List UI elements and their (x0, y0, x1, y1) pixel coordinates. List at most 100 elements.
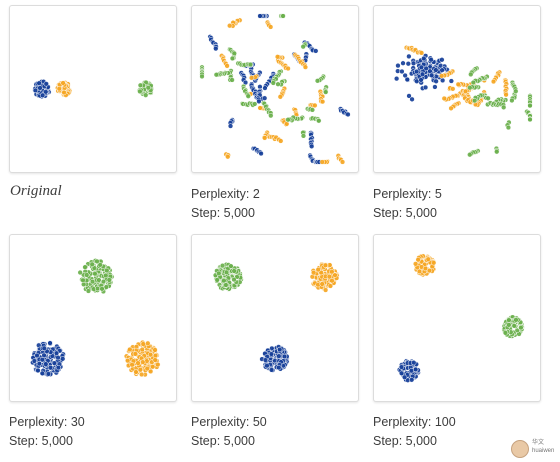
scatter-point-orange (140, 341, 146, 347)
scatter-point-orange (145, 340, 151, 346)
caption-perplexity-100-step: Step: 5,000 (373, 434, 437, 448)
scatter-point-orange (431, 260, 437, 266)
scatter-point-orange (412, 261, 419, 267)
caption-perplexity-30-title: Perplexity: 30 (9, 415, 85, 429)
scatter-point-green (231, 50, 237, 57)
scatter-point-blue (439, 67, 445, 73)
scatter-point-orange (425, 256, 431, 262)
scatter-point-green (137, 88, 143, 95)
panel-perplexity-5 (373, 5, 541, 173)
scatter-point-green (472, 97, 478, 104)
scatter-point-blue (55, 364, 62, 371)
scatter-point-blue (432, 84, 438, 90)
scatter-point-blue (213, 45, 219, 52)
scatter-point-green (509, 97, 515, 104)
scatter-point-blue (410, 60, 417, 66)
scatter-point-orange (137, 367, 144, 373)
scatter-point-orange (332, 272, 338, 278)
scatter-point-orange (155, 361, 161, 368)
scatter-point-green (323, 89, 329, 95)
scatter-point-blue (313, 48, 319, 54)
scatter-point-green (84, 272, 90, 278)
scatter-point-blue (404, 76, 410, 83)
scatter-point-orange (135, 360, 141, 366)
scatter-point-blue (39, 92, 46, 98)
watermark-line-2: huaiwen (532, 448, 555, 454)
scatter-point-orange (319, 159, 325, 165)
scatter-point-orange (61, 89, 67, 96)
scatter-point-orange (133, 369, 139, 375)
scatter-point-green (96, 277, 102, 283)
scatter-point-blue (277, 346, 283, 353)
caption-original: Original (10, 183, 62, 199)
scatter-plot-perplexity-5 (393, 44, 533, 158)
scatter-point-orange (322, 262, 329, 268)
scatter-point-green (501, 104, 507, 111)
scatter-point-green (300, 44, 306, 50)
scatter-point-green (511, 323, 517, 329)
scatter-point-green (513, 88, 519, 94)
scatter-point-green (494, 149, 500, 155)
watermark: 华文 huaiwen (511, 438, 559, 460)
panel-perplexity-50 (191, 234, 359, 402)
scatter-point-blue (419, 71, 426, 77)
scatter-point-green (143, 92, 149, 98)
scatter-point-green (103, 272, 109, 279)
caption-perplexity-30-step: Step: 5,000 (9, 434, 73, 448)
scatter-point-green (145, 85, 151, 91)
scatter-point-green (104, 267, 110, 274)
scatter-point-green (89, 261, 95, 268)
scatter-point-blue (262, 85, 268, 91)
scatter-point-blue (257, 13, 263, 19)
scatter-point-blue (268, 351, 275, 357)
scatter-point-orange (140, 359, 146, 365)
scatter-point-blue (413, 68, 420, 75)
scatter-point-orange (455, 81, 461, 87)
scatter-point-green (89, 278, 96, 285)
scatter-point-orange (285, 65, 291, 72)
caption-perplexity-2-step: Step: 5,000 (191, 206, 255, 220)
caption-perplexity-100-title: Perplexity: 100 (373, 415, 456, 429)
scatter-point-blue (60, 356, 66, 362)
scatter-point-orange (441, 95, 447, 102)
scatter-point-green (223, 269, 230, 275)
scatter-point-green (252, 101, 258, 107)
scatter-point-green (137, 82, 144, 88)
scatter-point-orange (278, 138, 284, 144)
scatter-point-orange (450, 86, 456, 92)
scatter-point-orange (311, 270, 317, 276)
scatter-point-blue (36, 361, 43, 367)
scatter-plot-perplexity-2 (199, 13, 351, 165)
scatter-point-blue (258, 150, 264, 157)
scatter-point-orange (248, 75, 255, 81)
scatter-point-blue (256, 98, 262, 105)
scatter-point-green (77, 269, 83, 276)
panel-perplexity-100 (373, 234, 541, 402)
scatter-point-green (505, 124, 512, 131)
scatter-point-orange (448, 105, 454, 111)
scatter-point-green (85, 288, 92, 294)
scatter-plot-perplexity-50 (212, 261, 340, 373)
scatter-point-green (103, 284, 109, 290)
scatter-plot-original (32, 79, 155, 99)
scatter-point-blue (439, 77, 446, 84)
scatter-point-green (314, 78, 321, 84)
scatter-point-orange (144, 365, 150, 372)
scatter-point-orange (319, 281, 325, 287)
scatter-point-blue (47, 340, 53, 346)
scatter-point-green (467, 85, 473, 91)
scatter-point-green (216, 270, 222, 277)
scatter-point-green (316, 118, 322, 124)
scatter-point-blue (393, 75, 400, 82)
scatter-point-blue (43, 361, 49, 367)
scatter-point-orange (125, 358, 131, 364)
scatter-point-blue (41, 352, 47, 358)
scatter-point-blue (276, 353, 282, 359)
scatter-point-blue (41, 345, 47, 351)
scatter-point-green (280, 13, 286, 19)
scatter-point-blue (227, 123, 234, 129)
scatter-point-blue (401, 374, 408, 380)
scatter-point-orange (139, 346, 145, 353)
scatter-point-orange (129, 362, 135, 368)
scatter-point-green (221, 277, 227, 284)
